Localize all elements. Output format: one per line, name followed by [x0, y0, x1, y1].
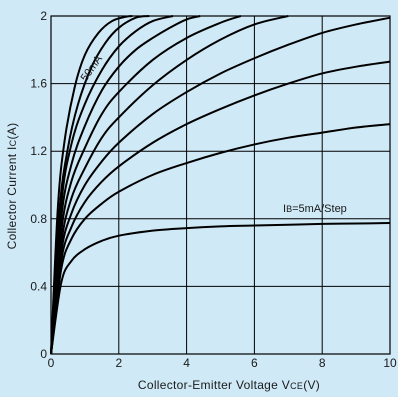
x-tick-labels: 0 2 4 6 8 10: [48, 356, 397, 370]
y-axis-title: Collector Current IC(A): [5, 123, 19, 250]
characteristic-curve: [50, 15, 201, 355]
characteristic-curve: [50, 15, 242, 355]
curves: [50, 15, 391, 355]
characteristic-curve: [50, 15, 174, 355]
grid: [51, 16, 390, 354]
top-curve-label: 50mA: [79, 53, 106, 84]
step-label: IB=5mA/Step: [283, 203, 347, 215]
characteristic-curve: [50, 60, 391, 355]
x-tick-label: 0: [48, 356, 55, 370]
x-tick-label: 2: [115, 356, 122, 370]
y-tick-label: 0: [40, 347, 47, 361]
y-tick-label: 1.2: [30, 144, 47, 158]
y-tick-label: 0.4: [30, 279, 47, 293]
x-tick-label: 8: [319, 356, 326, 370]
x-axis-title: Collector-Emitter Voltage VCE(V): [138, 378, 320, 392]
characteristic-curve: [50, 123, 391, 355]
characteristic-curve: [50, 15, 150, 355]
x-tick-label: 4: [183, 356, 190, 370]
y-tick-label: 2: [40, 9, 47, 23]
characteristic-curve: [50, 222, 391, 355]
plot-frame: [50, 15, 391, 355]
y-tick-labels: 0 0.4 0.8 1.2 1.6 2: [30, 9, 47, 361]
x-tick-label: 10: [383, 356, 397, 370]
characteristic-curve: [50, 16, 391, 355]
characteristic-curve: [50, 15, 289, 355]
x-tick-label: 6: [251, 356, 258, 370]
characteristic-curve: [50, 15, 133, 355]
y-tick-label: 0.8: [30, 212, 47, 226]
y-tick-label: 1.6: [30, 77, 47, 91]
